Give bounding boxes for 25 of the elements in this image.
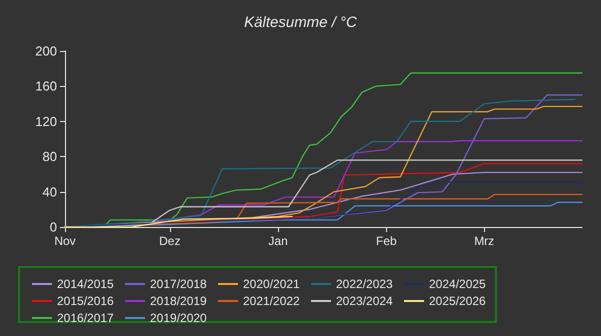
chart-title: Kältesumme / °C bbox=[244, 14, 358, 31]
legend-label: 2025/2026 bbox=[429, 294, 486, 308]
legend-label: 2019/2020 bbox=[150, 311, 208, 325]
x-tick-label: Mrz bbox=[474, 234, 494, 248]
x-tick-label: Dez bbox=[159, 234, 180, 248]
y-tick-label: 120 bbox=[35, 114, 57, 129]
y-tick-label: 40 bbox=[42, 184, 57, 200]
x-tick-label: Nov bbox=[54, 234, 76, 248]
legend-label: 2020/2021 bbox=[243, 277, 300, 291]
legend-label: 2016/2017 bbox=[57, 311, 114, 325]
y-tick-label: 200 bbox=[35, 44, 57, 58]
legend-label: 2014/2015 bbox=[57, 277, 114, 291]
legend-label: 2017/2018 bbox=[150, 277, 208, 291]
x-tick-label: Jan bbox=[268, 234, 288, 248]
legend-label: 2015/2016 bbox=[57, 294, 114, 308]
y-tick-label: 80 bbox=[42, 149, 57, 164]
y-tick-label: 0 bbox=[50, 220, 57, 234]
legend-label: 2022/2023 bbox=[336, 277, 394, 291]
x-tick-label: Feb bbox=[376, 234, 398, 248]
line-series bbox=[64, 216, 293, 228]
legend-label: 2018/2019 bbox=[150, 294, 208, 308]
legend-label: 2023/2024 bbox=[336, 294, 394, 308]
legend-label: 2021/2022 bbox=[243, 294, 300, 308]
y-tick-label: 160 bbox=[35, 78, 57, 94]
legend-label: 2024/2025 bbox=[429, 277, 486, 291]
